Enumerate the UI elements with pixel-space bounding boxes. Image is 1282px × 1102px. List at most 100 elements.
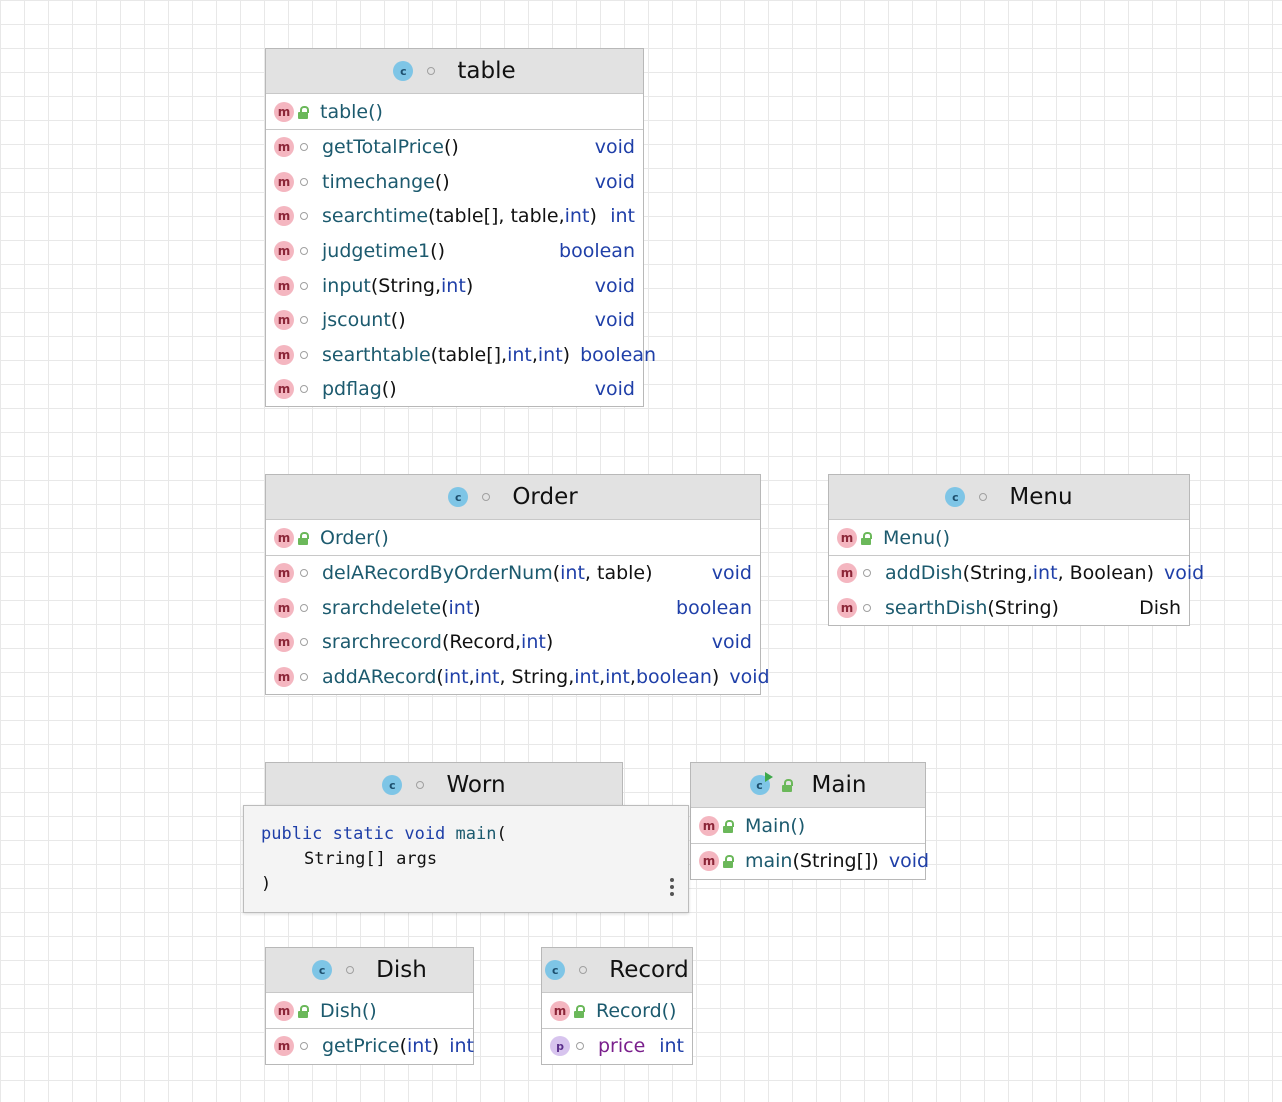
constructor-row[interactable]: m Menu() [829,520,1189,556]
class-worn[interactable]: c Worn [265,762,623,808]
method-row[interactable]: m judgetime1() boolean [266,234,643,269]
method-row[interactable]: m delARecordByOrderNum(int, table) void [266,556,760,591]
open-paren: ( [496,824,507,844]
constructor-row[interactable]: m Record() [542,993,692,1029]
class-name: Dish [376,957,427,983]
package-visibility-icon [300,638,308,647]
return-type: void [711,562,752,585]
method-params: (String[]) [792,850,879,873]
package-visibility-icon [300,1042,308,1051]
method-row[interactable]: m srarchrecord (Record, int) void [266,625,760,660]
package-visibility-icon [579,966,588,974]
method-row[interactable]: m searthtable (table[], int, int) boolean [266,338,656,373]
class-name: Worn [446,772,506,798]
class-icon: c [393,61,414,81]
param-text: , [629,666,636,689]
method-row[interactable]: m getPrice(int) int [266,1029,474,1064]
method-name: searthtable [322,343,431,366]
method-params: () [443,136,459,159]
method-row[interactable]: m jscount() void [266,303,643,338]
class-record[interactable]: c Record m Record() p price int [541,947,693,1065]
method-name: timechange [322,170,435,193]
method-name: srarchdelete [322,596,442,619]
keyword-void: void [404,824,446,844]
method-icon: m [274,379,294,400]
param-text: ) [589,205,597,228]
param-text: ) [562,343,571,366]
method-row[interactable]: m addARecord(int, int, String, int, int,… [266,660,770,695]
method-row[interactable]: m searthDish (String) Dish [829,591,1189,626]
return-type: Dish [1139,596,1181,619]
package-visibility-icon [979,493,988,501]
method-row[interactable]: m main (String[]) void [691,844,929,879]
method-signature-popup: public static void main( String[] args ) [243,805,689,913]
method-name: jscount [322,309,391,332]
constructor-name: Order() [320,526,389,549]
method-row[interactable]: m getTotalPrice() void [266,130,643,165]
signature-line-3: ) [261,872,688,897]
public-visibility-icon [297,1004,309,1018]
public-visibility-icon [297,105,309,119]
class-dish[interactable]: c Dish m Dish() m getPrice(int) int [265,947,474,1065]
method-row[interactable]: m timechange() void [266,165,643,200]
return-type: void [711,631,752,654]
runnable-class-icon: c [749,772,773,795]
param-text: ) [711,666,720,689]
public-visibility-icon [860,531,872,545]
method-name: main [745,850,793,873]
method-row[interactable]: m addDish (String, int, Boolean) void [829,556,1204,591]
method-row[interactable]: m pdflag() void [266,372,643,407]
public-visibility-icon [573,1004,585,1018]
method-icon: m [274,527,294,548]
more-options-icon[interactable] [670,878,674,896]
class-name: Main [811,772,867,798]
method-row[interactable]: m input (String, int) void [266,268,643,303]
signature-line-1: public static void main( [261,822,688,847]
return-type: void [594,274,635,297]
method-icon: m [274,241,294,262]
param-text: , [599,666,606,689]
method-icon: m [274,101,294,122]
parameter: String[] args [304,849,438,869]
param-text: (Record, [441,631,522,654]
class-menu[interactable]: c Menu m Menu() m addDish (String, int, B… [828,474,1204,626]
method-icon: m [274,1036,294,1057]
constructor-row[interactable]: m Main() [691,808,925,844]
package-visibility-icon [863,569,871,578]
param-text: , [468,666,475,689]
package-visibility-icon [576,1042,584,1051]
class-icon: c [945,487,966,507]
param-keyword: int [1032,562,1058,585]
param-text: ( [552,562,561,585]
method-row[interactable]: m searchtime (table[], table, int) int [266,199,643,234]
param-text: (table[], [430,343,508,366]
method-row[interactable]: m srarchdelete(int) boolean [266,591,760,626]
class-table[interactable]: c table m table() m getTotalPrice() void… [265,48,656,407]
constructor-row[interactable]: m table() [266,94,643,130]
constructor-name: Main() [745,814,806,837]
method-icon: m [274,206,294,227]
class-main[interactable]: c Main m Main() m main (String[]) void [690,762,929,880]
package-visibility-icon [863,603,871,612]
method-icon: m [274,171,294,192]
field-row[interactable]: p price int [542,1029,692,1064]
param-text: , [531,343,538,366]
package-visibility-icon [300,281,308,290]
method-name: input [322,274,371,297]
keyword-static: static [332,824,395,844]
constructor-row[interactable]: m Order() [266,520,760,556]
package-visibility-icon [300,316,308,325]
package-visibility-icon [300,603,308,612]
method-icon: m [274,344,294,365]
param-keyword: int [537,343,563,366]
class-header: c Record [542,948,692,993]
constructor-row[interactable]: m Dish() [266,993,473,1029]
function-name: main [455,824,497,844]
class-order[interactable]: c Order m Order() m delARecordByOrderNum… [265,474,770,695]
public-visibility-icon [722,819,734,833]
method-name: pdflag [322,378,382,401]
class-icon: c [448,487,469,507]
method-icon: m [274,275,294,296]
param-keyword: int [564,205,590,228]
package-visibility-icon [300,673,308,682]
